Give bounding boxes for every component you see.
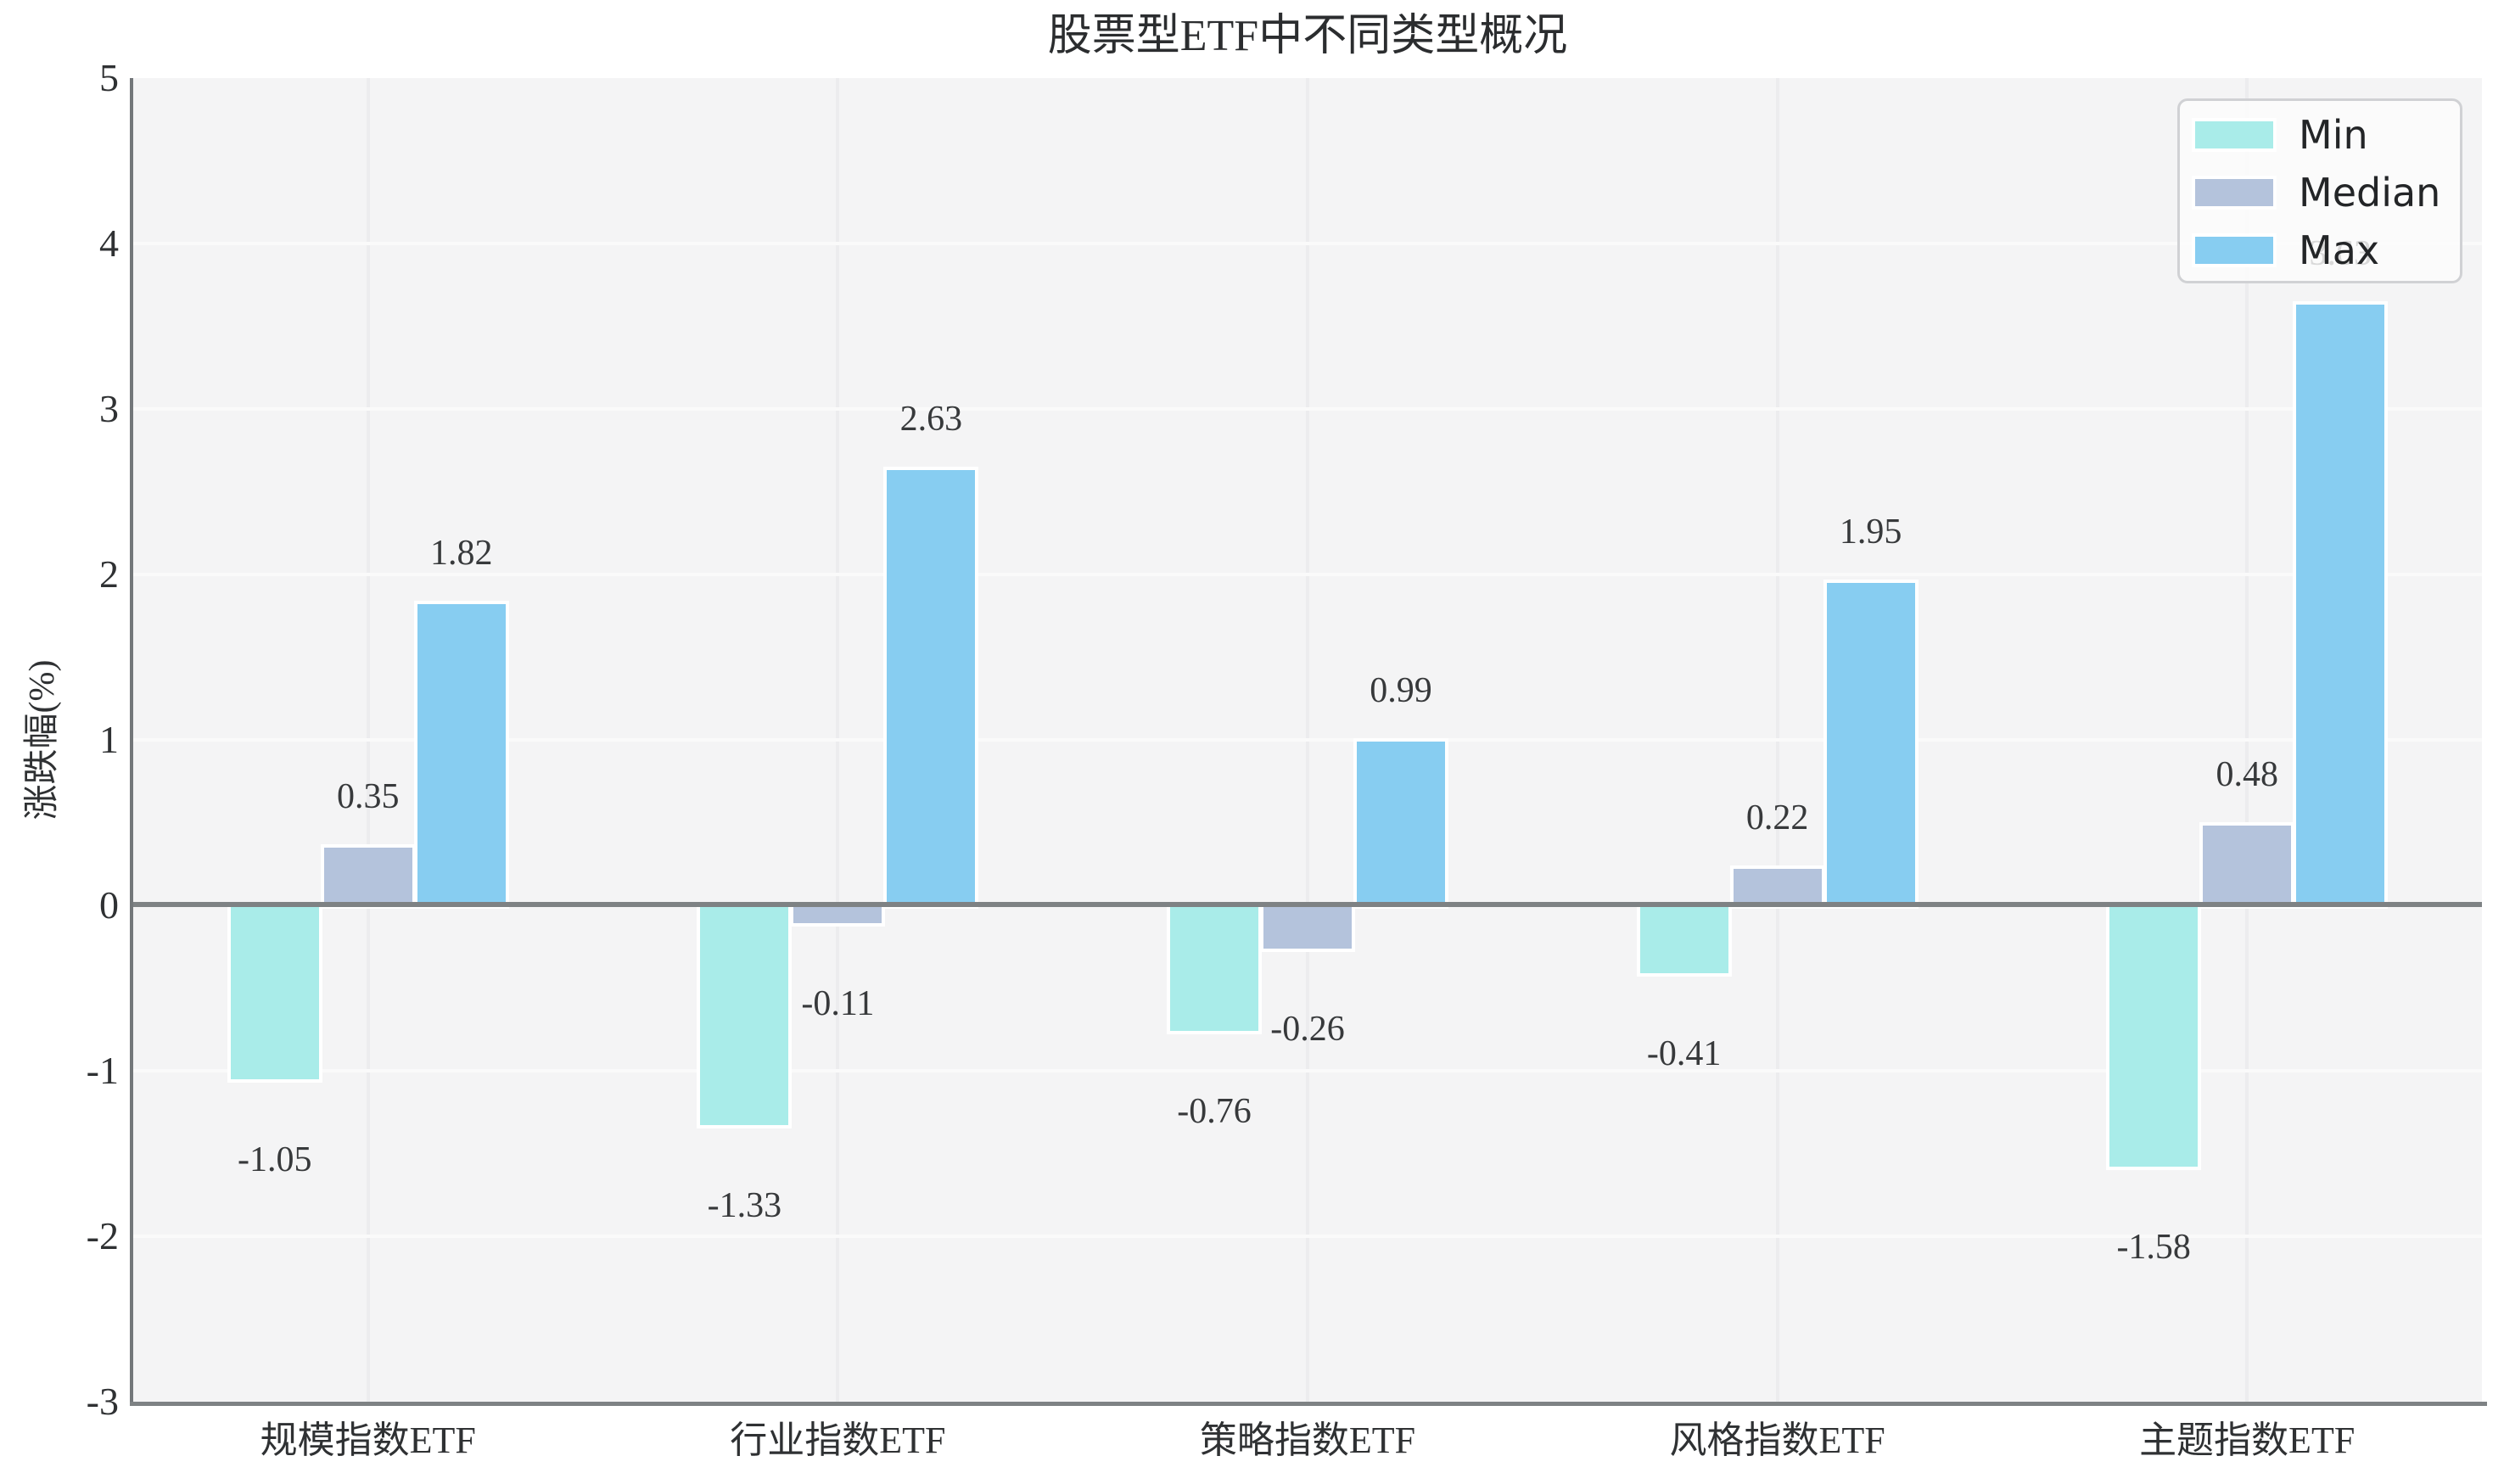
bar-value-label: 1.95 (1839, 512, 1902, 552)
bar-max-2 (1353, 737, 1448, 909)
bar-median-0 (320, 843, 416, 909)
legend-swatch-max (2192, 233, 2277, 267)
legend-item-max: Max (2180, 223, 2460, 277)
chart-title: 股票型ETF中不同类型概况 (1047, 12, 1568, 60)
left-axis-spine (130, 78, 133, 1406)
legend: Min Median Max (2177, 98, 2462, 283)
bar-min-0 (227, 902, 322, 1083)
x-tick-label-3: 风格指数ETF (1669, 1420, 1885, 1461)
bar-value-label: 2.63 (899, 400, 963, 440)
legend-item-median: Median (2180, 165, 2460, 220)
legend-swatch-median (2192, 176, 2277, 210)
bar-value-label: -0.26 (1270, 1009, 1345, 1049)
bar-value-label: -1.58 (2116, 1228, 2191, 1268)
bar-value-label: 0.99 (1370, 670, 1432, 710)
gridline-y-3 (133, 407, 2482, 411)
legend-label-median: Median (2299, 170, 2441, 216)
bar-min-3 (1636, 902, 1732, 977)
x-tick-label-1: 行业指数ETF (730, 1420, 946, 1461)
bar-max-3 (1823, 579, 1919, 909)
y-tick-label-4: 4 (99, 221, 119, 265)
bar-value-label: 1.82 (430, 534, 493, 574)
bar-value-label: -0.11 (801, 984, 875, 1024)
bar-max-4 (2293, 301, 2389, 909)
bar-min-1 (697, 902, 793, 1129)
y-tick-label--3: -3 (86, 1380, 119, 1423)
bar-value-label: -1.05 (238, 1140, 312, 1179)
bar-median-4 (2199, 822, 2295, 909)
bar-value-label: -1.33 (707, 1186, 782, 1226)
y-tick-label-5: 5 (99, 56, 119, 99)
y-tick-label-0: 0 (99, 883, 119, 927)
y-tick-label-1: 1 (99, 718, 119, 761)
x-tick-label-0: 规模指数ETF (260, 1420, 476, 1461)
bar-value-label: -0.76 (1177, 1092, 1252, 1132)
y-tick-label--2: -2 (86, 1214, 119, 1257)
y-tick-label-3: 3 (99, 387, 119, 430)
plot-area: -1.05 -1.33 -0.76 -0.41 -1.58 0.35 -0.11 -0.26 0… (133, 78, 2482, 1402)
bar-value-label: 0.35 (337, 776, 400, 816)
zero-axis-line (133, 902, 2482, 907)
bar-min-4 (2106, 902, 2202, 1171)
bar-value-label: 0.48 (2216, 755, 2278, 795)
gridline-y-4 (133, 242, 2482, 245)
x-tick-label-2: 策略指数ETF (1199, 1420, 1416, 1461)
gridline-y-1 (133, 738, 2482, 742)
legend-label-min: Min (2299, 112, 2368, 158)
y-tick-label--1: -1 (86, 1049, 119, 1092)
x-tick-label-4: 主题指数ETF (2139, 1420, 2356, 1461)
bar-min-2 (1167, 902, 1262, 1035)
bottom-axis-spine (130, 1402, 2487, 1406)
gridline-y--2 (133, 1235, 2482, 1238)
bar-median-2 (1260, 902, 1355, 952)
gridline-y-2 (133, 573, 2482, 576)
legend-swatch-min (2192, 118, 2277, 152)
bar-value-label: 0.22 (1745, 798, 1809, 838)
gridline-y--1 (133, 1069, 2482, 1072)
y-tick-label-2: 2 (99, 552, 119, 596)
bar-value-label: -0.41 (1646, 1033, 1722, 1073)
bar-max-1 (883, 467, 979, 909)
bar-max-0 (413, 601, 509, 909)
legend-label-max: Max (2299, 227, 2380, 273)
legend-item-min: Min (2180, 108, 2460, 162)
